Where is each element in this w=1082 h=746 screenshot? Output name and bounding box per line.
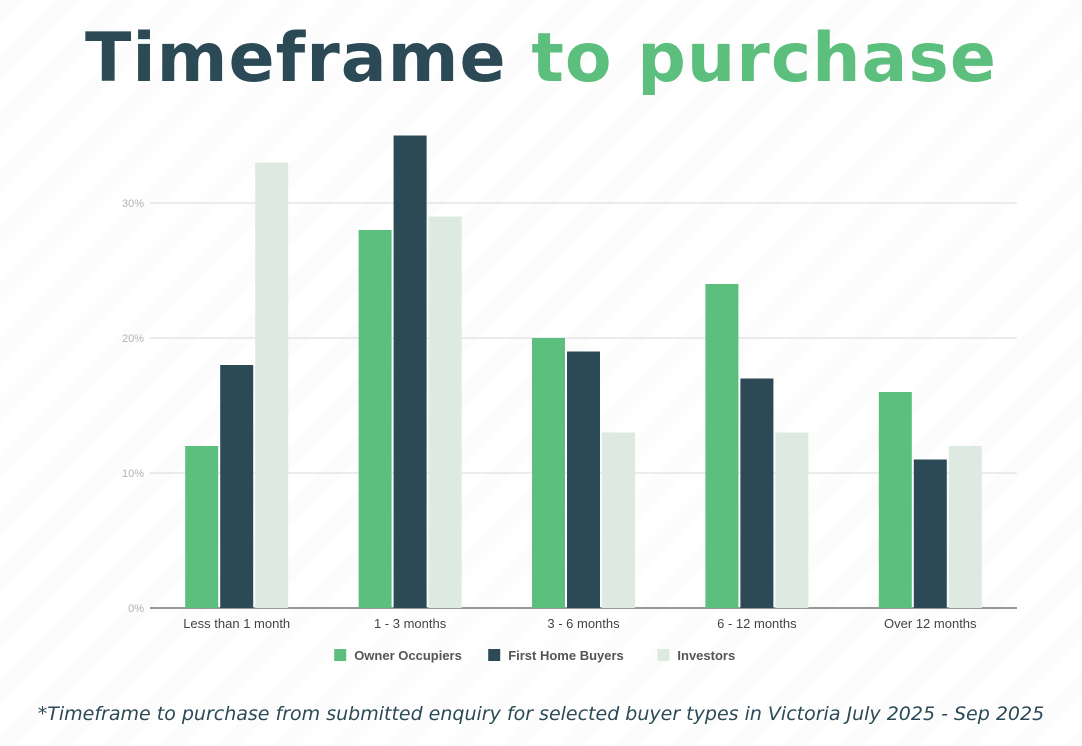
bar [185,446,219,608]
legend: Owner Occupiers First Home Buyers Investor… [334,648,735,663]
x-category-label: Over 12 months [884,616,977,631]
bar [532,338,565,608]
bar [705,284,739,608]
bar [358,230,392,608]
bar [913,459,947,608]
bar [567,351,600,608]
bar [740,378,774,608]
y-axis-ticks: 0% 10% 20% 30% [122,198,144,615]
x-category-label: 1 - 3 months [374,616,447,631]
title-part-2: to purchase [531,19,998,98]
x-axis-categories: Less than 1 month 1 - 3 months 3 - 6 month… [183,616,977,631]
legend-swatch [488,649,501,661]
footnote: *Timeframe to purchase from submitted en… [37,703,1045,725]
legend-swatch [657,649,670,661]
bars [185,135,982,608]
legend-label: Investors [677,648,735,663]
bar [602,432,635,608]
legend-item: Owner Occupiers [334,648,462,663]
legend-item: Investors [657,648,735,663]
x-category-label: 6 - 12 months [717,616,797,631]
x-category-label: Less than 1 month [183,616,290,631]
y-tick-label: 0% [128,603,144,615]
bar [878,392,912,608]
y-tick-label: 20% [122,333,144,345]
bar [220,365,254,608]
gridlines [150,202,1017,609]
legend-label: First Home Buyers [508,648,624,663]
legend-item: First Home Buyers [488,648,624,663]
y-tick-label: 30% [122,198,144,210]
bar [775,432,809,608]
page-title: Timeframe to purchase [0,16,1082,102]
y-tick-label: 10% [122,468,144,480]
legend-label: Owner Occupiers [354,648,462,663]
bar [393,135,427,608]
bar [948,446,982,608]
legend-swatch [334,649,347,661]
x-category-label: 3 - 6 months [547,616,620,631]
bar [428,216,462,608]
title-part-1: Timeframe [84,19,507,98]
bar [255,162,289,608]
